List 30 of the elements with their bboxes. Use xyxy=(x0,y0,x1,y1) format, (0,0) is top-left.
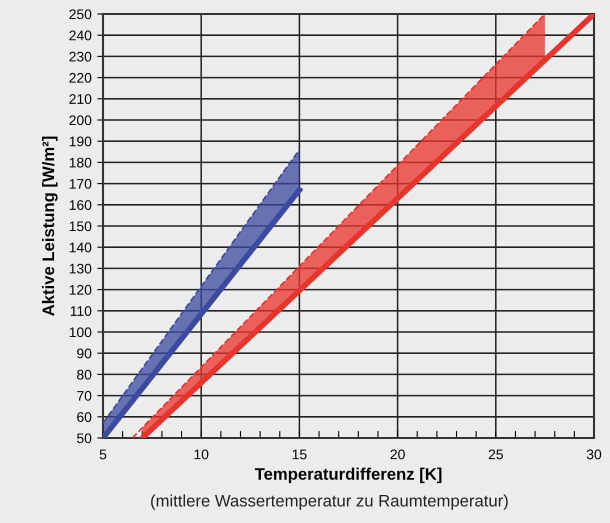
y-tick-label: 250 xyxy=(69,9,92,20)
text: (mittlere Wassertemperatur zu Raumtemperatur) xyxy=(151,494,508,510)
x-tick-label: 5 xyxy=(100,450,106,460)
y-tick-label: 160 xyxy=(70,200,92,210)
x-tick-label: 15 xyxy=(292,450,307,460)
y-tick-label: 200 xyxy=(69,115,92,126)
y-tick-label: 190 xyxy=(70,136,92,146)
y-tick-label: 70 xyxy=(77,390,92,401)
y-tick-label: 130 xyxy=(70,264,92,274)
y-tick-label: 80 xyxy=(77,370,92,380)
y-tick-label: 90 xyxy=(77,348,92,358)
x-tick-label: 20 xyxy=(390,449,405,460)
y-tick-label: 220 xyxy=(69,72,92,83)
y-tick-label: 100 xyxy=(70,327,92,338)
x-tick-label: 10 xyxy=(194,449,208,460)
y-tick-label: 240 xyxy=(69,30,92,40)
y-tick-label: 170 xyxy=(70,178,92,189)
y-tick-label: 180 xyxy=(70,158,92,168)
y-tick-label: 140 xyxy=(70,242,92,252)
y-tick-label: 110 xyxy=(70,306,92,316)
x-tick-label: 25 xyxy=(488,449,503,460)
y-tick-label: 150 xyxy=(70,221,92,232)
y-tick-label: 230 xyxy=(69,52,92,62)
y-tick-label: 210 xyxy=(69,94,92,104)
y-tick-label: 60 xyxy=(77,412,92,422)
y-tick-label: 120 xyxy=(70,284,92,295)
y-tick-label: 50 xyxy=(76,433,92,444)
y-axis-title: Aktive Leistung [W/m²] xyxy=(42,136,58,316)
x-axis-title: Temperaturdifferenz [K] xyxy=(254,468,442,484)
x-tick-label: 30 xyxy=(586,449,602,460)
